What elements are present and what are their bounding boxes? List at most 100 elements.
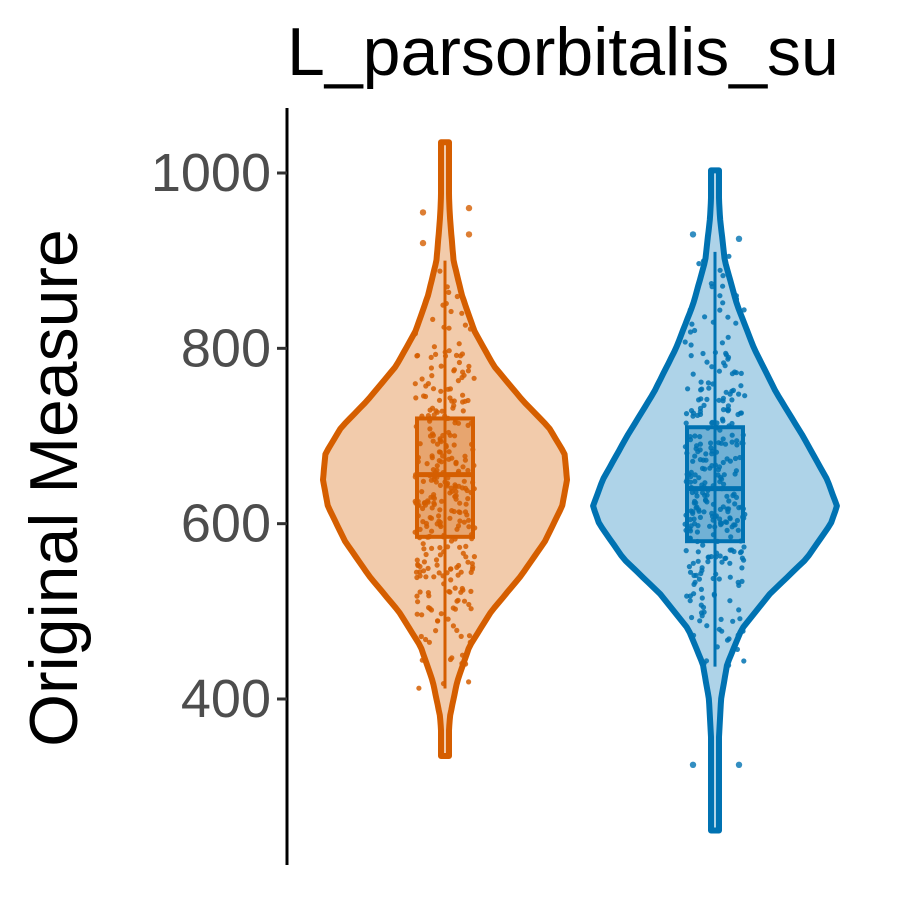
data-point [740,628,746,634]
data-point [471,554,477,560]
data-point [735,579,741,586]
data-point [716,368,723,374]
data-point [458,589,464,595]
data-point [731,491,737,497]
data-point [436,513,442,519]
data-point [690,371,696,377]
data-point [694,493,700,499]
data-point [690,458,696,464]
data-point [718,440,724,446]
data-point [419,376,425,382]
data-point [702,480,708,486]
data-point [717,479,723,485]
data-point [459,351,465,357]
data-point [698,379,704,385]
data-point [437,482,443,488]
data-point [459,660,465,667]
data-point [716,626,722,632]
data-point [718,474,724,481]
data-point [429,545,435,552]
outlier-point [689,231,697,238]
data-point [461,519,467,525]
outlier-point [735,235,743,242]
data-point [463,501,469,507]
data-point [438,459,444,465]
data-point [446,325,452,331]
data-point [452,585,458,591]
data-point [459,310,465,316]
data-point [738,410,745,416]
data-point [733,370,740,376]
data-point [727,458,734,464]
data-point [451,442,457,448]
data-point [448,485,454,491]
data-point [696,261,702,267]
data-point [454,293,460,300]
data-point [456,509,462,515]
data-point [733,320,739,326]
data-point [436,518,442,524]
data-point [431,500,437,506]
data-point [466,363,472,369]
data-point [437,507,443,513]
data-point [471,375,477,381]
data-point [702,314,708,320]
data-point [741,307,747,313]
data-point [697,618,703,624]
data-point [693,290,699,296]
data-point [415,561,421,568]
data-point [462,322,468,328]
data-point [703,451,709,457]
data-point [737,550,744,556]
data-point [696,475,702,481]
data-point [447,432,453,438]
data-point [694,443,700,449]
data-point [700,542,706,548]
data-point [427,286,433,292]
data-point [728,534,734,540]
data-point [464,512,470,518]
data-point [420,541,426,547]
data-point [448,577,454,583]
data-point [437,437,443,443]
data-point [727,598,733,604]
data-point [720,273,726,279]
data-point [429,373,435,379]
data-point [729,420,735,427]
data-point [420,478,426,484]
data-point [729,397,735,403]
data-point [437,552,443,558]
y-tick-label: 400 [181,669,271,729]
data-point [465,559,471,565]
data-point [690,410,697,416]
data-point [446,449,452,455]
data-point [705,559,711,565]
data-point [692,453,698,459]
data-point [720,407,727,413]
data-point [688,473,694,480]
data-point [725,403,732,409]
data-point [462,457,468,463]
data-point [725,356,731,362]
data-point [462,398,468,404]
data-point [704,359,710,365]
data-point [727,391,733,397]
data-point [733,468,740,474]
data-point [460,392,466,398]
data-point [704,623,710,629]
data-point [699,386,705,392]
data-point [433,408,439,414]
data-point [415,599,421,605]
data-point [727,560,733,566]
data-point [453,489,459,495]
data-point [738,370,744,376]
data-point [423,574,429,580]
data-point [446,348,452,354]
data-point [446,456,452,462]
data-point [723,350,729,356]
data-point [729,547,735,553]
data-point [427,407,433,413]
data-point [721,481,727,487]
data-point [691,632,697,638]
data-point [430,386,437,392]
